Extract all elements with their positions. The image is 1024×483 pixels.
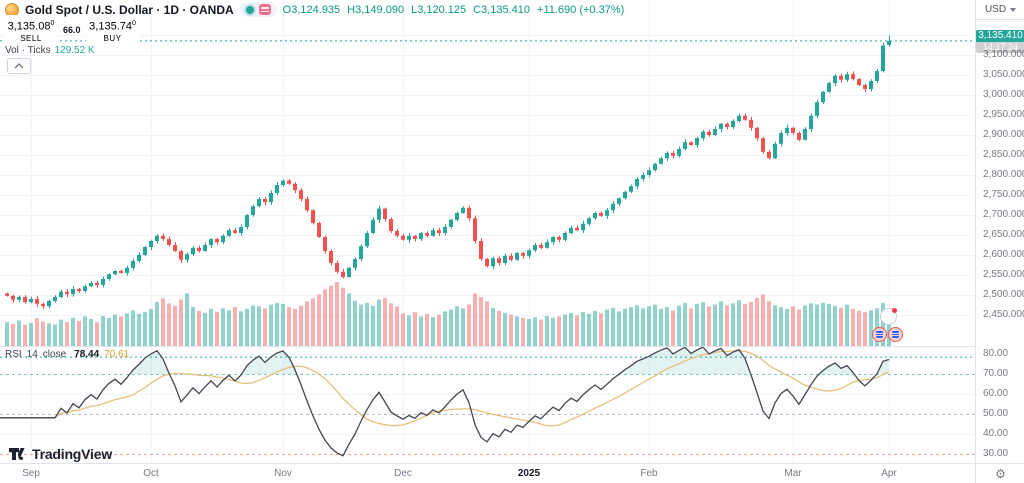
- price-tick-label: 2,800.000: [983, 169, 1024, 180]
- sell-button[interactable]: 3,135.080 SELL: [4, 15, 58, 46]
- currency-dropdown[interactable]: USD: [976, 0, 1024, 20]
- time-tick-label: Sep: [22, 468, 40, 479]
- chevron-up-icon: [14, 63, 24, 69]
- settings-gear-icon[interactable]: ⚙: [995, 467, 1006, 481]
- current-price: 3,135.410: [976, 29, 1024, 42]
- rsi-tick-label: 80.00: [983, 348, 1009, 359]
- rsi-ma-value: 70.61: [104, 349, 130, 360]
- rsi-legend[interactable]: RSI 14 close 78.44 70.61: [5, 349, 130, 360]
- tradingview-wordmark: TradingView: [32, 446, 113, 462]
- price-tick-label: 3,000.000: [983, 89, 1024, 100]
- rsi-tick-label: 60.00: [983, 388, 1009, 399]
- event-coin-icon[interactable]: [888, 327, 903, 342]
- axis-settings-corner: ⚙: [975, 463, 1024, 483]
- price-tick-label: 2,900.000: [983, 129, 1024, 140]
- time-tick-label: Dec: [394, 468, 412, 479]
- price-tick-label: 2,700.000: [983, 209, 1024, 220]
- tradingview-logo[interactable]: TradingView: [8, 446, 112, 462]
- rsi-tick-label: 50.00: [983, 408, 1009, 419]
- chevron-down-icon: [1010, 7, 1017, 12]
- price-tick-label: 2,650.000: [983, 229, 1024, 240]
- rsi-value: 78.44: [74, 349, 100, 360]
- price-tick-label: 2,950.000: [983, 109, 1024, 120]
- time-tick-label: Oct: [143, 468, 159, 479]
- time-axis[interactable]: Sep Oct Nov Dec 2025 Feb Mar Apr: [0, 463, 1024, 483]
- price-and-rsi-chart[interactable]: [0, 0, 975, 463]
- trade-buttons: 3,135.080 SELL 66.0 3,135.740 BUY: [4, 15, 140, 46]
- rsi-tick-label: 70.00: [983, 368, 1009, 379]
- rsi-tick-label: 40.00: [983, 428, 1009, 439]
- price-tick-label: 2,600.000: [983, 249, 1024, 260]
- ohlc-values: O3,124.935 H3,149.090 L3,120.125 C3,135.…: [282, 3, 625, 16]
- pane-collapse-button[interactable]: [7, 58, 31, 74]
- tradingview-mark-icon: [9, 448, 25, 460]
- bar-countdown: 14:17:24: [976, 41, 1024, 53]
- symbol-title[interactable]: Gold Spot / U.S. Dollar · 1D · OANDA: [25, 2, 234, 17]
- chart-event-badges: [872, 308, 916, 344]
- time-tick-label: Apr: [881, 468, 897, 479]
- price-tick-label: 2,550.000: [983, 269, 1024, 280]
- time-tick-label: Nov: [274, 468, 292, 479]
- spread-value: 66.0: [63, 25, 81, 36]
- notes-icon: [258, 4, 271, 15]
- price-tick-label: 2,750.000: [983, 189, 1024, 200]
- time-tick-label: 2025: [517, 468, 541, 479]
- time-tick-label: Feb: [640, 468, 658, 479]
- time-tick-label: Mar: [784, 468, 802, 479]
- alert-dot-icon: [892, 308, 897, 313]
- price-tick-label: 2,850.000: [983, 149, 1024, 160]
- volume-legend: Vol · Ticks 129.52 K: [5, 45, 95, 56]
- current-price-badge: 3,135.410 14:17:24: [976, 29, 1024, 53]
- price-tick-label: 2,500.000: [983, 289, 1024, 300]
- price-tick-label: 3,100.000: [983, 49, 1024, 60]
- market-open-icon: [245, 5, 254, 14]
- buy-button[interactable]: 3,135.740 BUY: [85, 15, 140, 46]
- market-status-pill[interactable]: [239, 2, 277, 17]
- price-axis[interactable]: 3,150.0003,100.0003,050.0003,000.0002,95…: [975, 0, 1024, 463]
- rsi-tick-label: 30.00: [983, 448, 1009, 459]
- flash-icon[interactable]: [880, 308, 897, 325]
- symbol-legend: Gold Spot / U.S. Dollar · 1D · OANDA O3,…: [5, 2, 624, 17]
- price-tick-label: 3,050.000: [983, 69, 1024, 80]
- event-coin-icon[interactable]: [872, 327, 887, 342]
- price-tick-label: 2,450.000: [983, 309, 1024, 320]
